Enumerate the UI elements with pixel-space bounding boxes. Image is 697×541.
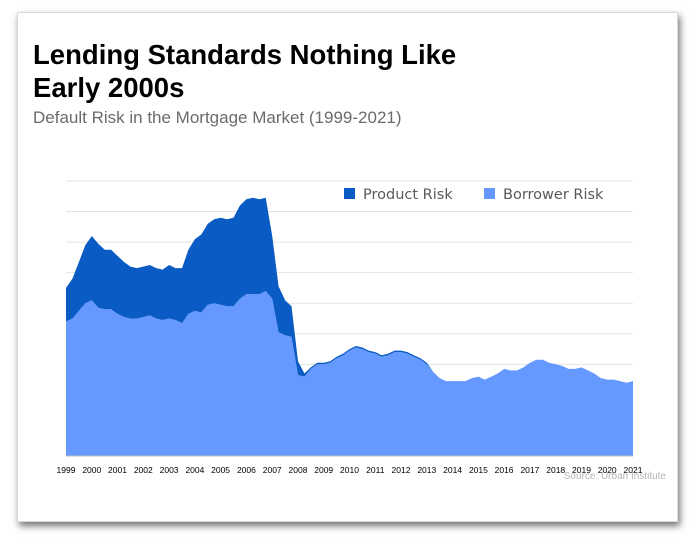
x-tick-label: 2016 xyxy=(495,465,514,475)
area-series xyxy=(66,197,633,456)
x-tick-label: 2006 xyxy=(237,465,256,475)
legend-label-product-risk: Product Risk xyxy=(363,187,453,203)
legend-swatch-product-risk xyxy=(344,188,355,199)
x-tick-label: 2005 xyxy=(211,465,230,475)
x-tick-label: 2003 xyxy=(160,465,179,475)
x-tick-label: 2002 xyxy=(134,465,153,475)
x-tick-label: 2012 xyxy=(392,465,411,475)
x-tick-label: 2004 xyxy=(185,465,204,475)
x-tick-label: 2009 xyxy=(314,465,333,475)
chart-title: Lending Standards Nothing Like Early 200… xyxy=(33,38,553,104)
x-tick-label: 2019 xyxy=(572,465,591,475)
x-tick-label: 2007 xyxy=(263,465,282,475)
legend-swatch-borrower-risk xyxy=(484,188,495,199)
x-tick-label: 2008 xyxy=(289,465,308,475)
chart-title-line-2: Early 2000s xyxy=(33,72,185,103)
legend-label-borrower-risk: Borrower Risk xyxy=(503,187,604,203)
x-tick-label: 1999 xyxy=(57,465,76,475)
x-tick-label: 2010 xyxy=(340,465,359,475)
x-tick-label: 2001 xyxy=(108,465,127,475)
x-tick-label: 2017 xyxy=(520,465,539,475)
source-note: Source: Urban Institute xyxy=(563,471,666,482)
series-area-product-risk xyxy=(66,197,633,383)
legend: Product Risk Borrower Risk xyxy=(344,187,604,203)
series-area-borrower-risk xyxy=(66,291,633,456)
x-tick-label: 2018 xyxy=(546,465,565,475)
chart-title-line-1: Lending Standards Nothing Like xyxy=(33,39,457,70)
x-axis: 1999 2000 2001 2002 2003 2004 2005 2006 2007 2008… xyxy=(57,455,643,475)
chart-subtitle: Default Risk in the Mortgage Market (199… xyxy=(33,108,402,127)
x-tick-label: 2000 xyxy=(82,465,101,475)
x-tick-label: 2021 xyxy=(624,465,643,475)
x-tick-label: 2013 xyxy=(417,465,436,475)
x-tick-label: 2015 xyxy=(469,465,488,475)
x-tick-label: 2011 xyxy=(366,465,385,475)
x-tick-label: 2014 xyxy=(443,465,462,475)
x-tick-label: 2020 xyxy=(598,465,617,475)
